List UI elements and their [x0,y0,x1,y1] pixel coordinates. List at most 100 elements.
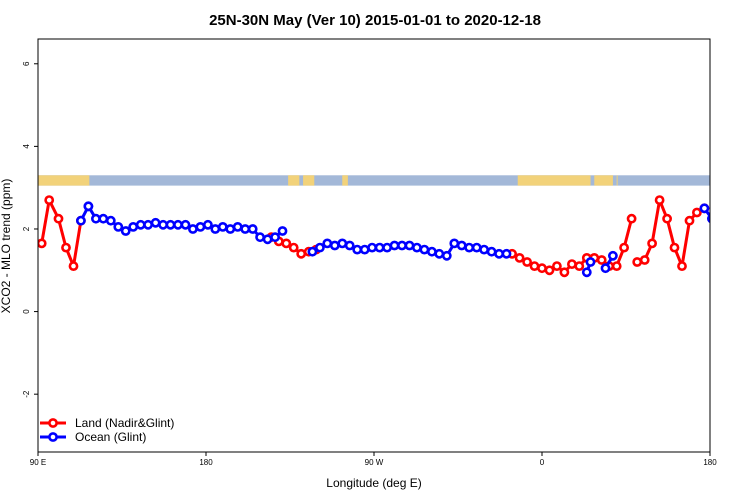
data-point [83,201,94,212]
y-axis: -2 0 2 4 6 [22,61,38,398]
data-point [677,261,687,271]
data-point [647,238,657,249]
data-point [471,242,482,253]
strip-land-3 [342,175,348,186]
data-point [98,213,109,224]
data-point [626,213,637,224]
series-line-0-0 [40,198,83,268]
data-point [684,215,695,226]
data-point [68,261,79,271]
data-point [120,226,131,236]
data-point [574,261,585,271]
series-layer [38,195,710,278]
data-point [150,217,161,228]
legend-label-land: Land (Nadir&Glint) [75,416,174,430]
data-point [537,263,547,274]
data-point [479,244,489,255]
data-point [329,240,340,251]
data-point [288,242,299,253]
data-point [165,219,176,230]
data-point [522,257,532,267]
y-axis-title: XCO2 - MLO trend (ppm) [0,179,13,314]
data-point [596,255,607,265]
legend-marker-land [48,418,58,428]
data-point [61,242,71,253]
data-point [501,248,512,259]
x-tick-label: 0 [540,458,545,467]
data-point [113,221,124,232]
legend-item-land: Land (Nadir&Glint) [40,416,174,430]
data-point [441,250,452,261]
y-tick-label: 4 [22,144,31,149]
data-point [374,242,385,253]
data-point [464,242,475,253]
plot-area [37,38,711,453]
data-point [514,252,525,263]
data-point [247,224,258,234]
strip-land-4 [517,175,591,186]
series-ocean [76,201,710,278]
strip-land-1 [288,175,300,186]
data-point [567,259,577,269]
data-point [173,219,183,230]
strip-land-2 [303,175,315,186]
x-tick-label: 180 [199,458,213,467]
data-point [202,219,213,230]
strip-land-6 [616,175,618,186]
data-point [187,224,198,234]
x-tick-label: 90 W [365,458,384,467]
data-point [277,226,288,236]
data-point [456,240,467,251]
y-tick-label: -2 [22,390,31,398]
data-point [143,219,153,230]
x-tick-label: 90 E [30,458,46,467]
data-point [344,240,355,251]
data-point [105,215,116,226]
data-point [232,221,243,232]
data-point [262,234,273,245]
data-point [600,263,611,274]
data-point [210,224,221,234]
data-point [44,195,55,205]
data-point [322,238,333,249]
y-tick-label: 2 [22,226,31,231]
strip-land-5 [594,175,613,186]
data-point [581,267,592,278]
data-point [240,224,251,234]
data-point [632,257,643,267]
data-point [662,213,672,224]
data-point [128,221,139,232]
data-point [195,221,206,232]
data-point [307,246,318,257]
data-point [699,203,710,214]
data-point [270,232,280,243]
legend-label-ocean: Ocean (Glint) [75,430,146,444]
legend-item-ocean: Ocean (Glint) [40,430,146,444]
legend-marker-ocean [48,432,58,442]
data-point [669,242,680,253]
data-point [585,257,596,267]
strip-ocean [38,175,710,186]
data-point [314,242,325,253]
data-point [529,261,540,271]
data-point [654,195,665,205]
x-axis: 90 E 180 90 W 0 180 [30,452,717,467]
data-point [281,238,292,249]
data-point [411,242,422,253]
data-point [559,267,570,278]
data-point [692,207,702,218]
series-line-0-3 [636,198,706,268]
data-point [639,255,650,265]
data-point [180,219,191,230]
data-point [367,242,377,253]
data-point [38,238,47,249]
data-point [76,215,86,226]
data-point [552,261,562,271]
data-point [619,242,629,253]
data-point [608,250,618,261]
data-point [611,261,622,271]
data-point [397,240,407,251]
strip-land-0 [38,175,90,186]
y-tick-label: 0 [22,309,31,314]
data-point [352,244,363,255]
